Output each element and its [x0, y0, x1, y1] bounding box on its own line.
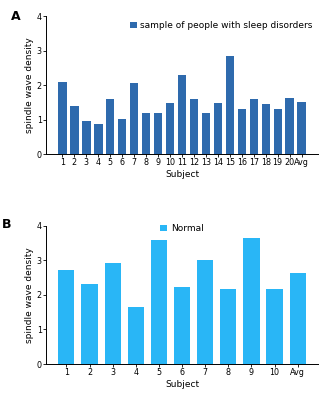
- Bar: [220, 289, 236, 364]
- Text: B: B: [2, 218, 12, 231]
- Y-axis label: spindle wave density: spindle wave density: [25, 247, 34, 343]
- Bar: [261, 104, 270, 154]
- Bar: [94, 124, 103, 154]
- Bar: [58, 82, 67, 154]
- Bar: [202, 113, 210, 154]
- Bar: [226, 56, 234, 154]
- Bar: [237, 108, 246, 154]
- Bar: [214, 103, 222, 154]
- Legend: sample of people with sleep disorders: sample of people with sleep disorders: [129, 20, 314, 31]
- Bar: [297, 102, 306, 154]
- Bar: [290, 272, 306, 364]
- Bar: [130, 83, 138, 154]
- Bar: [58, 270, 74, 364]
- Y-axis label: spindle wave density: spindle wave density: [25, 37, 34, 133]
- Bar: [243, 238, 259, 364]
- Text: A: A: [10, 10, 20, 24]
- Bar: [118, 119, 127, 154]
- Bar: [178, 75, 186, 154]
- Bar: [190, 99, 198, 154]
- Bar: [166, 103, 174, 154]
- Bar: [266, 289, 283, 364]
- Bar: [70, 106, 79, 154]
- Bar: [274, 109, 282, 154]
- Bar: [151, 240, 167, 364]
- Bar: [81, 284, 98, 364]
- Bar: [106, 99, 114, 154]
- X-axis label: Subject: Subject: [165, 170, 199, 179]
- Bar: [105, 263, 121, 364]
- Bar: [197, 260, 213, 364]
- Bar: [82, 121, 91, 154]
- Bar: [154, 113, 162, 154]
- Bar: [250, 99, 258, 154]
- Bar: [285, 98, 294, 154]
- Bar: [174, 287, 190, 364]
- X-axis label: Subject: Subject: [165, 380, 199, 389]
- Bar: [128, 307, 144, 364]
- Legend: Normal: Normal: [159, 224, 205, 234]
- Bar: [142, 113, 150, 154]
